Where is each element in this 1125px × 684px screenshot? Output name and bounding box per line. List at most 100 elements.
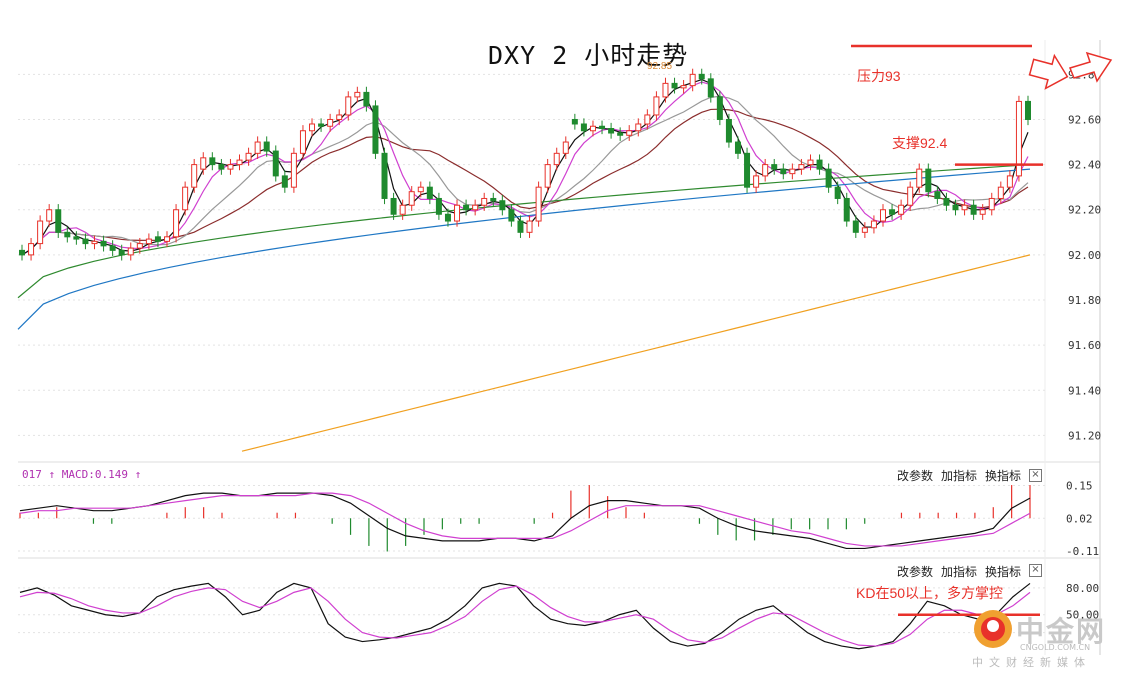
swap-indicator-button[interactable]: 换指标: [985, 469, 1022, 483]
candle: [662, 82, 669, 98]
candle: [553, 152, 560, 166]
candle: [734, 141, 741, 154]
ma30-line: [21, 108, 1029, 256]
y-tick-label: 91.60: [1068, 339, 1101, 352]
candle: [789, 168, 796, 175]
change-params-button[interactable]: 改参数: [897, 469, 934, 483]
candle: [472, 204, 479, 211]
candle: [109, 245, 116, 251]
candle: [73, 236, 80, 240]
logo-icon: [974, 610, 1012, 648]
candle: [145, 238, 152, 245]
candle: [780, 168, 787, 175]
peak-label: 92.85: [647, 61, 673, 72]
candle: [354, 91, 361, 98]
candle: [843, 197, 850, 222]
kd-annotation: KD在50以上，多方掌控: [856, 585, 1004, 601]
candle: [290, 152, 297, 188]
y-tick-label: 92.20: [1068, 204, 1101, 217]
candle: [46, 209, 53, 222]
candle: [490, 197, 497, 202]
candle: [562, 141, 569, 154]
candle: [263, 141, 270, 152]
candle: [635, 123, 642, 132]
macd-panel-buttons: 改参数 加指标 换指标: [897, 467, 1029, 484]
macd-tick-label: 0.15: [1066, 480, 1093, 493]
candle: [961, 204, 968, 211]
candle: [254, 141, 261, 154]
candle: [318, 123, 325, 127]
candle: [716, 96, 723, 120]
candle: [916, 168, 923, 188]
watermark-subtitle: 中文财经新媒体: [972, 656, 1091, 669]
candle: [861, 227, 868, 233]
ma60-line: [17, 164, 1031, 299]
change-params-button-kd[interactable]: 改参数: [897, 565, 934, 579]
candle: [272, 150, 279, 177]
candle: [707, 78, 714, 98]
add-indicator-button-kd[interactable]: 加指标: [941, 565, 978, 579]
candle: [907, 186, 914, 206]
macd-dif-line: [19, 492, 1031, 550]
candle: [182, 186, 189, 211]
candle: [934, 191, 941, 199]
candle: [164, 236, 171, 242]
candle: [173, 209, 180, 238]
close-macd-button[interactable]: ×: [1029, 469, 1042, 482]
candle: [580, 123, 587, 132]
candle: [762, 164, 769, 177]
y-tick-label: 92.60: [1068, 113, 1101, 126]
candle: [363, 91, 370, 107]
macd-label: 017 ↑ MACD:0.149 ↑: [22, 468, 142, 481]
candle: [653, 96, 660, 116]
candle: [28, 243, 35, 256]
candle: [309, 123, 316, 132]
candle: [753, 175, 760, 188]
candle: [218, 164, 225, 170]
candle: [825, 168, 832, 188]
candle: [599, 125, 606, 130]
candle: [417, 186, 424, 193]
swap-indicator-button-kd[interactable]: 换指标: [985, 565, 1022, 579]
add-indicator-button[interactable]: 加指标: [941, 469, 978, 483]
candle: [91, 240, 98, 245]
ma20-line: [21, 95, 1029, 256]
candle: [236, 159, 243, 166]
candle: [372, 105, 379, 154]
candle: [571, 118, 578, 125]
candle: [943, 197, 950, 206]
arrow-icon: [1028, 53, 1069, 90]
candle: [870, 220, 877, 229]
candle: [345, 96, 352, 116]
close-kd-button[interactable]: ×: [1029, 564, 1042, 577]
candle: [19, 249, 25, 256]
candle: [381, 152, 388, 199]
candle: [136, 243, 143, 249]
y-tick-label: 92.40: [1068, 159, 1101, 172]
candle: [508, 209, 515, 222]
candle: [499, 200, 506, 211]
support-annotation: 支撑92.4: [892, 135, 948, 151]
watermark-brand: 中金网: [1016, 615, 1107, 648]
y-tick-label: 91.80: [1068, 294, 1101, 307]
candle: [517, 220, 524, 233]
candle: [535, 186, 542, 222]
candle: [671, 82, 678, 89]
candle: [227, 164, 234, 170]
watermark-logo: 中金网 CNGOLD.COM.CN 中文财经新媒体: [972, 608, 1112, 669]
candle: [64, 231, 71, 238]
kd-tick-label: 80.00: [1066, 582, 1099, 595]
candle: [626, 130, 633, 136]
candle: [834, 186, 841, 199]
candle: [544, 164, 551, 188]
candle: [852, 220, 859, 233]
candle: [644, 114, 651, 125]
candle: [209, 157, 216, 166]
candle: [589, 125, 596, 132]
candle: [444, 213, 451, 222]
candle: [979, 209, 986, 215]
candle: [997, 186, 1004, 199]
candle: [454, 204, 461, 222]
ma10-line: [21, 81, 1029, 256]
candle: [816, 159, 823, 170]
